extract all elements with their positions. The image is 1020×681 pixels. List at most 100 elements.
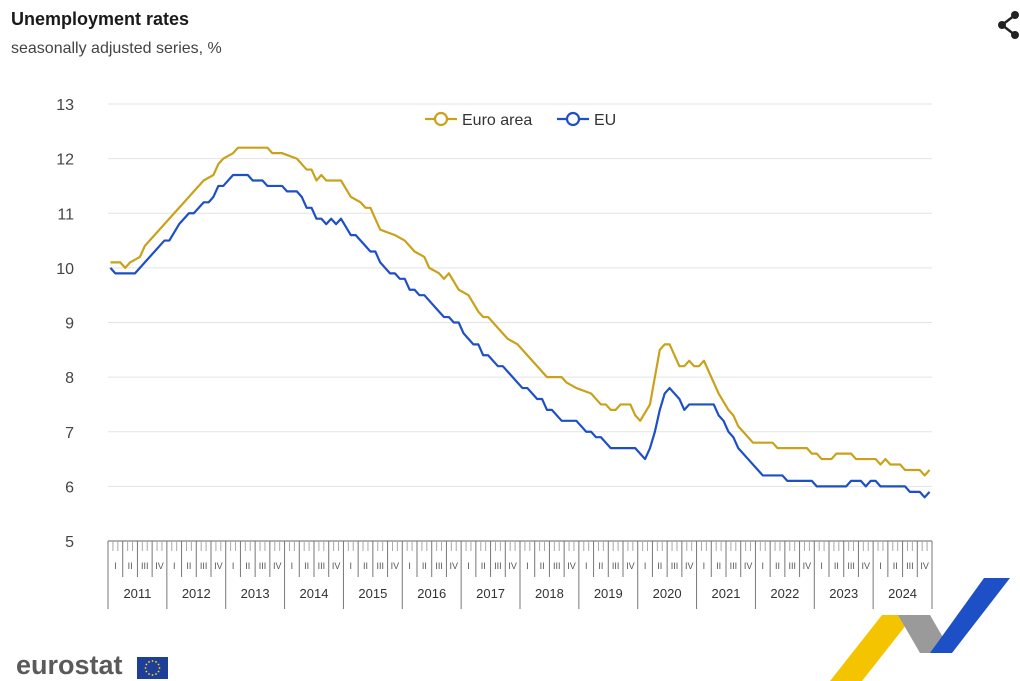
- quarter-label: III: [494, 561, 502, 571]
- year-label: 2015: [358, 586, 387, 601]
- quarter-label: III: [906, 561, 914, 571]
- quarter-label: II: [775, 561, 780, 571]
- quarter-label: I: [879, 561, 882, 571]
- quarter-label: III: [376, 561, 384, 571]
- quarter-label: IV: [920, 561, 929, 571]
- flag-star: [151, 660, 154, 662]
- flag-star: [157, 663, 160, 666]
- legend-label: Euro area: [462, 112, 532, 129]
- quarter-label: II: [422, 561, 427, 571]
- quarter-label: II: [304, 561, 309, 571]
- quarter-label: II: [245, 561, 250, 571]
- y-tick-label: 5: [65, 534, 74, 551]
- quarter-label: IV: [391, 561, 400, 571]
- chart-subtitle: seasonally adjusted series, %: [11, 40, 222, 57]
- quarter-label: III: [671, 561, 679, 571]
- quarter-label: III: [553, 561, 561, 571]
- quarter-label: IV: [744, 561, 753, 571]
- grid-lines: [108, 103, 932, 487]
- year-label: 2011: [123, 586, 151, 601]
- flag-star: [155, 673, 157, 675]
- quarter-label: II: [128, 561, 133, 571]
- quarter-label: IV: [803, 561, 812, 571]
- legend-item-eu[interactable]: EU: [557, 111, 616, 129]
- quarter-label: II: [186, 561, 191, 571]
- quarter-label: II: [598, 561, 603, 571]
- year-label: 2013: [241, 586, 270, 601]
- quarter-label: I: [526, 561, 529, 571]
- year-label: 2020: [653, 586, 682, 601]
- flag-star: [148, 661, 150, 663]
- quarter-label: I: [762, 561, 765, 571]
- quarter-label: III: [318, 561, 326, 571]
- quarter-label: III: [435, 561, 443, 571]
- y-tick-label: 12: [56, 152, 74, 169]
- quarter-label: I: [291, 561, 294, 571]
- quarter-label: I: [173, 561, 176, 571]
- quarter-label: I: [467, 561, 470, 571]
- quarter-label: II: [834, 561, 839, 571]
- year-label: 2018: [535, 586, 564, 601]
- quarter-label: IV: [155, 561, 164, 571]
- share-icon[interactable]: [996, 10, 1020, 40]
- quarter-label: IV: [567, 561, 576, 571]
- legend[interactable]: Euro area EU: [425, 111, 616, 129]
- quarter-label: I: [585, 561, 588, 571]
- y-tick-label: 13: [56, 97, 74, 114]
- y-tick-label: 9: [65, 316, 74, 333]
- quarter-label: IV: [332, 561, 341, 571]
- year-label: 2017: [476, 586, 505, 601]
- year-label: 2016: [417, 586, 446, 601]
- flag-star: [145, 663, 148, 666]
- legend-item-euro-area[interactable]: Euro area: [425, 111, 532, 129]
- flag-star: [158, 667, 161, 669]
- eurostat-logo: eurostat: [16, 650, 123, 680]
- quarter-label: IV: [273, 561, 282, 571]
- quarter-label: I: [232, 561, 235, 571]
- legend-label: EU: [594, 112, 616, 129]
- quarter-label: II: [657, 561, 662, 571]
- y-tick-label: 11: [57, 206, 74, 223]
- flag-star: [148, 673, 150, 675]
- y-tick-label: 8: [65, 370, 74, 387]
- quarter-label: I: [644, 561, 647, 571]
- year-label: 2024: [888, 586, 917, 601]
- year-label: 2023: [829, 586, 858, 601]
- quarter-label: I: [350, 561, 353, 571]
- quarter-label: IV: [214, 561, 223, 571]
- quarter-label: II: [481, 561, 486, 571]
- legend-marker: [433, 111, 449, 127]
- quarter-label: III: [259, 561, 267, 571]
- chart-title: Unemployment rates: [11, 9, 190, 29]
- flag-star: [155, 661, 157, 663]
- quarter-label: I: [820, 561, 823, 571]
- flag-star: [145, 670, 148, 673]
- quarter-label: IV: [626, 561, 635, 571]
- quarter-label: III: [200, 561, 208, 571]
- quarter-label: II: [540, 561, 545, 571]
- year-label: 2014: [300, 586, 329, 601]
- quarter-label: II: [893, 561, 898, 571]
- quarter-label: I: [408, 561, 411, 571]
- y-tick-label: 7: [65, 425, 74, 442]
- flag-star: [157, 670, 160, 673]
- year-label: 2019: [594, 586, 623, 601]
- quarter-label: I: [703, 561, 706, 571]
- quarter-label: III: [788, 561, 796, 571]
- quarter-label: IV: [450, 561, 459, 571]
- quarter-label: II: [363, 561, 368, 571]
- eu-flag-icon: [137, 657, 168, 679]
- quarter-label: III: [612, 561, 620, 571]
- year-label: 2012: [182, 586, 211, 601]
- y-tick-label: 6: [65, 479, 74, 496]
- series-line-euro-area: [110, 146, 931, 477]
- quarter-label: IV: [508, 561, 517, 571]
- series-line-eu: [109, 173, 931, 499]
- flag-star: [151, 674, 154, 676]
- y-axis-ticks: 5 6 7 8 9 10 11 12 13: [56, 97, 74, 551]
- legend-marker: [565, 111, 581, 127]
- series-lines: [109, 146, 931, 499]
- y-tick-label: 10: [56, 261, 74, 278]
